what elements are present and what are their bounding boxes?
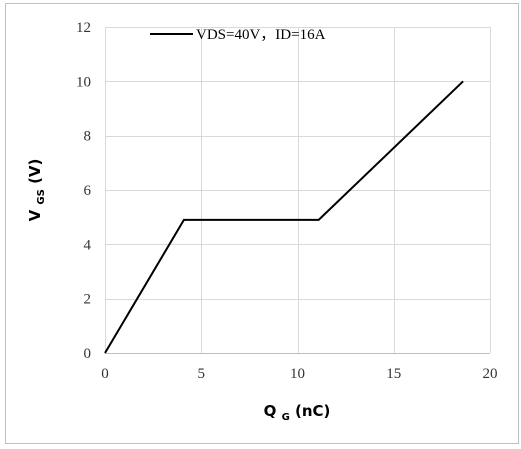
tick-labels: 0 2 4 6 8 10 12 0 5 10 15 20 (76, 20, 498, 382)
y-tick-label-0: 0 (84, 346, 92, 362)
x-tick-label-20: 20 (483, 366, 498, 382)
y-tick-label-2: 2 (84, 292, 92, 308)
y-axis-title-main: V (26, 209, 44, 221)
x-tick-label-5: 5 (198, 366, 206, 382)
y-tick-label-6: 6 (84, 183, 92, 199)
chart-border (5, 3, 519, 444)
y-tick-label-12: 12 (76, 20, 91, 36)
y-tick-label-8: 8 (84, 129, 92, 145)
x-axis-title: Q G (nC) (264, 402, 331, 424)
x-axis-title-unit: (nC) (295, 402, 330, 420)
x-axis-title-subscript: G (282, 412, 290, 423)
x-axis-title-main: Q (264, 402, 277, 420)
y-axis-title-unit: (V) (26, 159, 44, 184)
y-axis-title-subscript: GS (36, 189, 47, 204)
x-tick-label-15: 15 (386, 366, 401, 382)
legend: VDS=40V，ID=16A (150, 27, 326, 43)
y-tick-label-4: 4 (84, 237, 92, 253)
legend-series-label: VDS=40V，ID=16A (196, 27, 326, 43)
x-tick-label-0: 0 (101, 366, 109, 382)
x-tick-label-10: 10 (290, 366, 305, 382)
series-layer (104, 80, 464, 354)
y-axis-title: V GS (V) (26, 159, 48, 222)
series-line-0 (104, 80, 464, 354)
y-tick-label-10: 10 (76, 74, 91, 90)
